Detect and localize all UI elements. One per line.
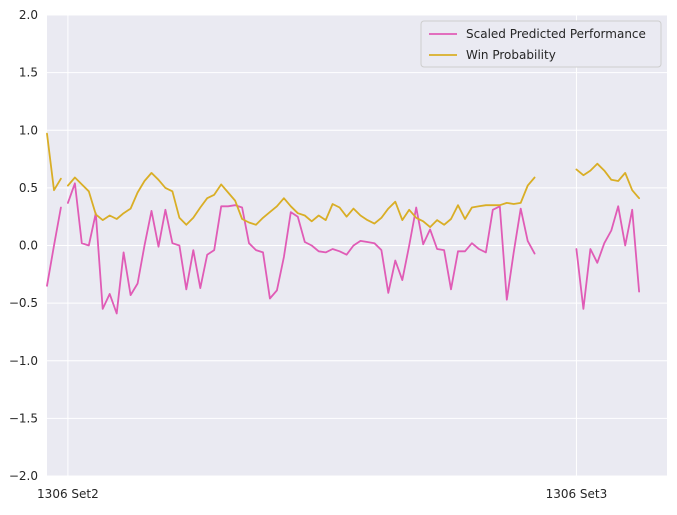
series-line-segment	[46, 132, 62, 192]
y-tick-label: 1.5	[19, 66, 38, 80]
grid-lines	[47, 14, 667, 477]
legend-label: Win Probability	[466, 48, 556, 62]
legend-box	[420, 20, 662, 68]
y-tick-label: −1.0	[9, 354, 38, 368]
series-line-segment	[67, 182, 536, 315]
series-line-segment	[575, 205, 640, 310]
y-tick-label: 2.0	[19, 8, 38, 22]
series-line-segment	[67, 171, 536, 229]
axis-ticks: 2.0 1.5 1.0 0.5 0.0 −0.5 −1.0 −1.5 −2.0 1306 Set2…	[9, 8, 607, 501]
x-tick-label: 1306 Set3	[546, 487, 608, 501]
y-tick-label: 0.5	[19, 181, 38, 195]
legend: Scaled Predicted Performance Win Probabil…	[420, 20, 662, 68]
y-tick-label: −0.5	[9, 296, 38, 310]
y-tick-label: −1.5	[9, 411, 38, 425]
series-line-segment	[575, 162, 640, 200]
series-line-segment	[46, 206, 62, 287]
series-win-probability	[46, 132, 640, 229]
series-scaled-predicted-performance	[46, 182, 640, 315]
y-tick-label: 0.0	[19, 239, 38, 253]
x-tick-label: 1306 Set2	[37, 487, 99, 501]
y-tick-label: 1.0	[19, 123, 38, 137]
series-lines	[46, 132, 640, 315]
y-tick-label: −2.0	[9, 469, 38, 483]
legend-label: Scaled Predicted Performance	[466, 27, 646, 41]
